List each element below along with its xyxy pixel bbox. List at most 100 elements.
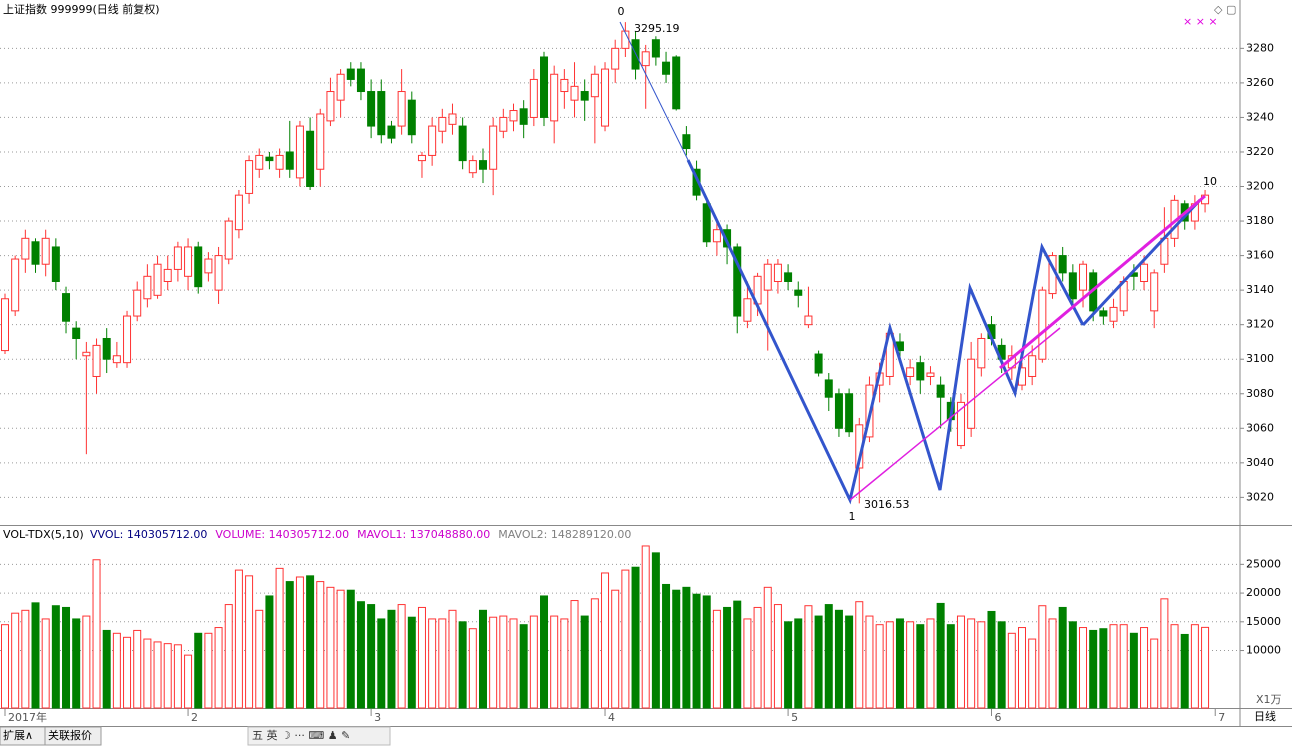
volume-bar <box>306 575 315 709</box>
candle-body <box>763 263 772 291</box>
y-tick-label: 10000 <box>1246 644 1281 657</box>
candle-body <box>794 289 803 296</box>
y-tick-label: 3160 <box>1246 249 1274 262</box>
volume-bar <box>356 601 365 709</box>
volume-bar <box>499 615 508 709</box>
candle-body <box>438 116 447 132</box>
volume-bar <box>773 604 782 709</box>
volume-bar <box>21 609 30 709</box>
x-tick-label: 2017年 <box>8 710 47 724</box>
tab-label[interactable]: 关联报价 <box>48 728 92 742</box>
legend-entry: MAVOL2: 148289120.00 <box>498 528 631 541</box>
candle-body <box>21 237 30 260</box>
candle-body <box>560 78 569 93</box>
volume-bar <box>1028 638 1037 709</box>
y-tick-label: 3260 <box>1246 76 1274 89</box>
tab-label[interactable]: 扩展∧ <box>3 728 33 742</box>
volume-bar <box>1079 627 1088 709</box>
volume-bar <box>387 609 396 709</box>
ime-toolbar[interactable] <box>247 726 391 746</box>
candle-body <box>499 116 508 132</box>
candle-body <box>641 51 650 67</box>
volume-bar <box>763 586 772 709</box>
trend-line <box>999 194 1206 370</box>
volume-bar <box>204 632 213 709</box>
volume-bar <box>702 595 711 709</box>
candle-body <box>478 160 487 170</box>
volume-bar <box>550 615 559 709</box>
volume-bar <box>1190 624 1199 709</box>
y-tick-label: 3180 <box>1246 214 1274 227</box>
volume-bar <box>977 621 986 709</box>
legend-entry: VVOL: 140305712.00 <box>90 528 207 541</box>
candle-body <box>133 289 142 317</box>
volume-bar <box>875 624 884 709</box>
candle-body <box>1068 272 1077 300</box>
candle-body <box>326 91 335 122</box>
volume-bar <box>82 615 91 709</box>
ime-icons[interactable]: 五 英 ☽ ··· ⌨ ♟ ✎ <box>252 728 350 742</box>
candle-body <box>672 56 681 110</box>
period-label: 日线 <box>1254 709 1276 723</box>
tab[interactable] <box>44 726 102 746</box>
volume-bar <box>1089 629 1098 709</box>
volume-bar <box>377 618 386 709</box>
candle-body <box>448 113 457 125</box>
y-tick-label: 3040 <box>1246 456 1274 469</box>
x-tick-label: 4 <box>608 711 615 724</box>
candle-body <box>529 78 538 118</box>
candle-body <box>519 108 528 125</box>
legend-entry: VOLUME: 140305712.00 <box>215 528 349 541</box>
volume-bar <box>1170 624 1179 709</box>
x-tick-label: 7 <box>1218 711 1225 724</box>
candle-body <box>417 154 426 162</box>
volume-title: VOL-TDX(5,10) <box>3 528 84 541</box>
candle-body <box>11 258 20 312</box>
candle-body <box>712 229 721 243</box>
candle-body <box>611 47 620 70</box>
volume-bar <box>855 601 864 709</box>
candle-body <box>194 246 203 288</box>
volume-bar <box>234 569 243 709</box>
candle-body <box>1140 263 1149 282</box>
volume-bar <box>651 552 660 709</box>
volume-bar <box>1058 606 1067 709</box>
candle-body <box>428 125 437 156</box>
volume-bar <box>590 598 599 709</box>
volume-bar <box>906 621 915 709</box>
window-icon[interactable]: ◇ ▢ <box>1214 3 1236 16</box>
candle-body <box>1150 272 1159 312</box>
volume-bar <box>967 618 976 709</box>
volume-bar <box>123 636 132 709</box>
volume-bar <box>936 602 945 709</box>
candle-body <box>580 91 589 101</box>
candle-body <box>92 344 101 377</box>
annotation: 3016.53 <box>864 498 910 511</box>
y-tick-label: 3060 <box>1246 421 1274 434</box>
candle-body <box>51 246 60 282</box>
volume-bar <box>112 632 121 709</box>
candle-body <box>784 272 793 282</box>
candle-body <box>214 255 223 291</box>
unit-label: X1万 <box>1256 693 1282 706</box>
candle-body <box>265 156 274 162</box>
candle-body <box>1058 255 1067 274</box>
volume-bar <box>519 624 528 709</box>
candle-body <box>143 275 152 300</box>
volume-bar <box>72 618 81 709</box>
candle-body <box>285 151 294 170</box>
x-tick-label: 2 <box>191 711 198 724</box>
volume-bar <box>295 576 304 709</box>
legend-entry: MAVOL1: 137048880.00 <box>357 528 490 541</box>
volume-bar <box>336 589 345 709</box>
x-tick-label: 5 <box>791 711 798 724</box>
volume-bar <box>316 581 325 709</box>
candle-body <box>31 241 40 265</box>
candle-body <box>458 125 467 162</box>
candle-body <box>153 263 162 296</box>
candle-body <box>112 355 121 364</box>
volume-bar <box>814 615 823 709</box>
volume-bar <box>692 593 701 709</box>
volume-bar <box>916 624 925 709</box>
